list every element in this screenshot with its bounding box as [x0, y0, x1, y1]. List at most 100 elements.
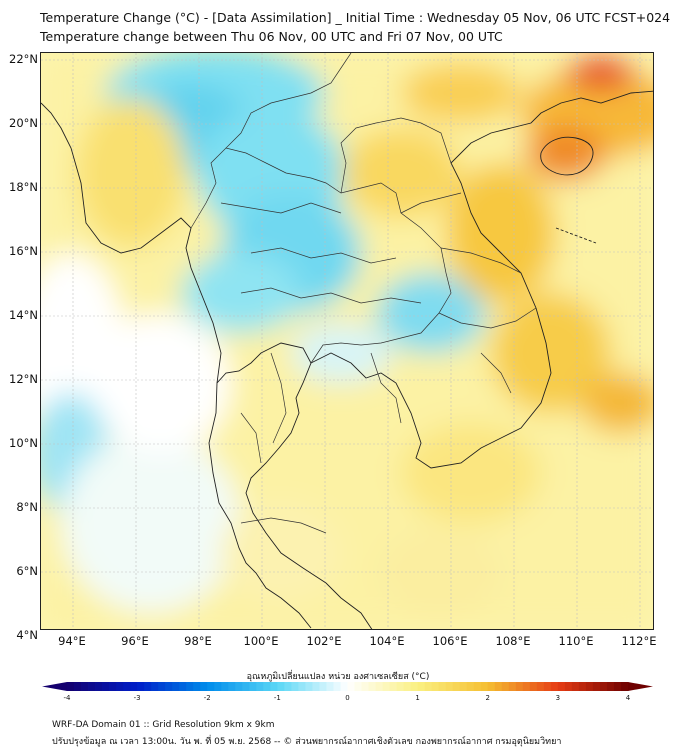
colorbar-segment [270, 682, 278, 691]
colorbar-segment [116, 682, 124, 691]
colorbar-segment [557, 682, 566, 691]
map-title: Temperature Change (°C) - [Data Assimila… [40, 10, 671, 25]
lat-label: 14°N [9, 308, 38, 322]
colorbar-segment [319, 682, 327, 691]
lon-label: 96°E [121, 634, 149, 648]
colorbar-tick: 0 [345, 694, 350, 702]
colorbar-tick: 4 [625, 694, 631, 702]
colorbar-title: อุณหภูมิเปลี่ยนแปลง หน่วย องศาเซลเซียส (… [246, 672, 430, 682]
colorbar-segment [144, 682, 152, 691]
colorbar-segment [361, 682, 369, 691]
colorbar-tick: -2 [203, 694, 211, 702]
colorbar-segment [242, 682, 250, 691]
colorbar-segment [452, 682, 461, 691]
colorbar-segment [508, 682, 517, 691]
colorbar-segment [438, 682, 447, 691]
lat-label: 8°N [16, 500, 38, 514]
colorbar-segment [347, 682, 355, 691]
colorbar-segment [585, 682, 594, 691]
colorbar-segment [123, 682, 131, 691]
colorbar-tick: -4 [63, 694, 71, 702]
lon-label: 106°E [432, 634, 468, 648]
colorbar-segment [172, 682, 180, 691]
map-canvas [41, 53, 653, 629]
colorbar-segment [277, 682, 285, 691]
colorbar-segment [186, 682, 194, 691]
colorbar-tick: 2 [485, 694, 490, 702]
colorbar-segment [501, 682, 510, 691]
colorbar-segment [207, 682, 215, 691]
map-subtitle: Temperature change between Thu 06 Nov, 0… [40, 29, 503, 44]
lon-label: 102°E [306, 634, 342, 648]
colorbar-segment [466, 682, 475, 691]
lat-label: 16°N [9, 244, 38, 258]
colorbar-segment [137, 682, 145, 691]
colorbar-segment [424, 682, 433, 691]
colorbar-segment [410, 682, 419, 691]
colorbar-segment [613, 682, 622, 691]
colorbar-segment [179, 682, 187, 691]
colorbar-segment [396, 682, 404, 691]
colorbar-min-extend [42, 682, 67, 691]
colorbar-segment [473, 682, 482, 691]
colorbar-segment [382, 682, 390, 691]
lat-label: 4°N [16, 628, 38, 642]
colorbar-tick: -3 [133, 694, 141, 702]
footer-credit: ปรับปรุงข้อมูล ณ เวลา 13:00น. วัน พ. ที่… [52, 737, 562, 747]
lat-label: 20°N [9, 116, 38, 130]
colorbar-segment [340, 682, 348, 691]
colorbar-segment [522, 682, 531, 691]
colorbar-segment [529, 682, 538, 691]
colorbar-segment [536, 682, 545, 691]
colorbar-segment [74, 682, 82, 691]
colorbar-segment [284, 682, 292, 691]
lon-label: 100°E [243, 634, 279, 648]
colorbar-segment [571, 682, 580, 691]
footer-model-info: WRF-DA Domain 01 :: Grid Resolution 9km … [52, 720, 275, 730]
temperature-shading [41, 53, 653, 629]
colorbar-tick: 1 [415, 694, 420, 702]
lon-label: 98°E [184, 634, 212, 648]
colorbar-segment [263, 682, 271, 691]
temperature-change-map [40, 52, 654, 630]
colorbar-segment [375, 682, 383, 691]
colorbar-segment [354, 682, 362, 691]
colorbar-max-extend [628, 682, 653, 691]
graticule [41, 53, 653, 629]
colorbar-segment [312, 682, 320, 691]
colorbar-segment [389, 682, 397, 691]
colorbar-segment [109, 682, 117, 691]
colorbar-segment [431, 682, 440, 691]
colorbar-segment [88, 682, 96, 691]
colorbar-segment [298, 682, 306, 691]
colorbar-segment [417, 682, 426, 691]
colorbar-segment [214, 682, 222, 691]
colorbar [42, 682, 653, 691]
lon-label: 94°E [58, 634, 86, 648]
coastlines [41, 90, 653, 629]
colorbar-segment [487, 682, 496, 691]
colorbar-segment [193, 682, 201, 691]
lat-label: 22°N [9, 52, 38, 66]
colorbar-tick: -1 [273, 694, 281, 702]
colorbar-segment [515, 682, 524, 691]
colorbar-segment [151, 682, 159, 691]
colorbar-segment [291, 682, 299, 691]
colorbar-segment [221, 682, 229, 691]
colorbar-segment [333, 682, 341, 691]
colorbar-segment [67, 682, 75, 691]
colorbar-segment [165, 682, 173, 691]
colorbar-segment [403, 682, 412, 691]
colorbar-segment [249, 682, 257, 691]
colorbar-segment [599, 682, 608, 691]
colorbar-segment [102, 682, 110, 691]
colorbar-segment [480, 682, 489, 691]
lon-label: 110°E [558, 634, 594, 648]
colorbar-segment [592, 682, 601, 691]
colorbar-segment [326, 682, 334, 691]
colorbar-segment [256, 682, 264, 691]
colorbar-segment [305, 682, 313, 691]
colorbar-segment [95, 682, 103, 691]
admin-borders [190, 53, 537, 534]
lat-label: 12°N [9, 372, 38, 386]
